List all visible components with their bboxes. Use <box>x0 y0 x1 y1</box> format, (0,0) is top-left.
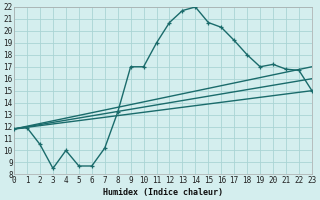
X-axis label: Humidex (Indice chaleur): Humidex (Indice chaleur) <box>103 188 223 197</box>
